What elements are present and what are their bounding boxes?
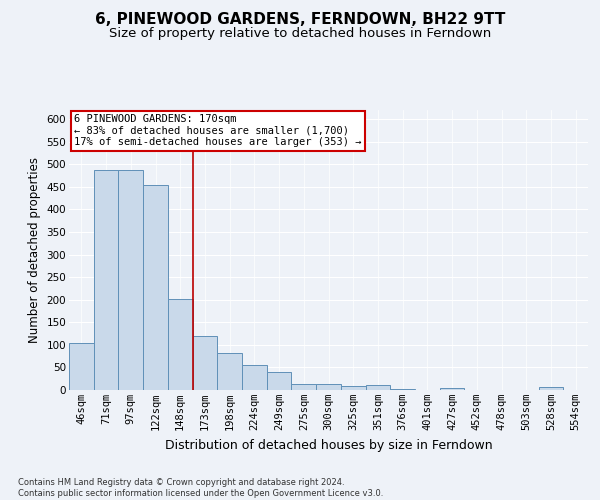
Bar [365, 386, 390, 390]
Bar [143, 186, 168, 390]
Bar [242, 365, 267, 390]
Bar [390, 389, 415, 390]
Bar [217, 352, 242, 390]
Bar [341, 386, 365, 390]
Bar [69, 342, 94, 390]
Bar [292, 384, 316, 390]
Bar [168, 299, 193, 390]
Bar [94, 170, 118, 390]
Text: 6 PINEWOOD GARDENS: 170sqm
← 83% of detached houses are smaller (1,700)
17% of s: 6 PINEWOOD GARDENS: 170sqm ← 83% of deta… [74, 114, 362, 148]
Bar [539, 387, 563, 390]
Bar [267, 372, 292, 390]
X-axis label: Distribution of detached houses by size in Ferndown: Distribution of detached houses by size … [164, 438, 493, 452]
Bar [118, 170, 143, 390]
Bar [316, 384, 341, 390]
Y-axis label: Number of detached properties: Number of detached properties [28, 157, 41, 343]
Bar [193, 336, 217, 390]
Text: Size of property relative to detached houses in Ferndown: Size of property relative to detached ho… [109, 28, 491, 40]
Bar [440, 388, 464, 390]
Text: 6, PINEWOOD GARDENS, FERNDOWN, BH22 9TT: 6, PINEWOOD GARDENS, FERNDOWN, BH22 9TT [95, 12, 505, 28]
Text: Contains HM Land Registry data © Crown copyright and database right 2024.
Contai: Contains HM Land Registry data © Crown c… [18, 478, 383, 498]
